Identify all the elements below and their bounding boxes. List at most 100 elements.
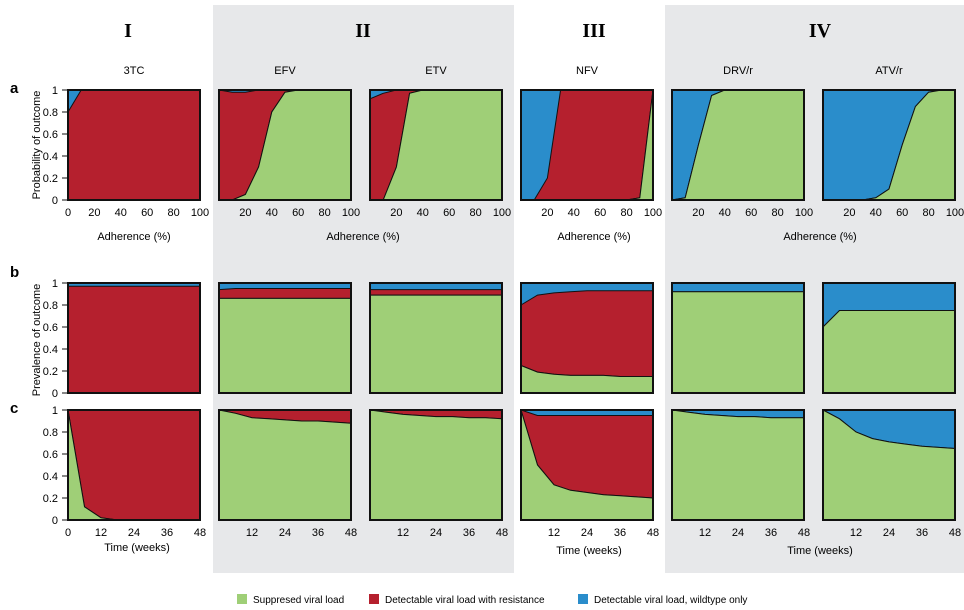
x-tick-label-time: 48 [496,527,508,539]
row-label-b: b [10,264,19,281]
y-tick-label: 0.8 [43,300,58,312]
y-tick-label: 0.6 [43,129,58,141]
x-tick-label-time: 36 [463,527,475,539]
x-tick-label-adherence: 60 [292,207,304,219]
x-tick-label-time: 12 [699,527,711,539]
drug-label-atv-r: ATV/r [875,65,903,77]
panel-b-3tc-resistance-area [67,285,201,394]
legend-label-suppressed: Suppresed viral load [253,595,344,606]
legend-swatch-resistance [369,594,379,604]
drug-label-drv-r: DRV/r [723,65,753,77]
x-tick-label-adherence: 40 [266,207,278,219]
x-tick-label-time: 12 [95,527,107,539]
x-tick-label-adherence: 60 [896,207,908,219]
x-tick-label-time: 24 [128,527,140,539]
y-axis-label-bc: Prevalence of outcome [31,284,43,397]
panel-b-etv-frame [369,282,503,394]
x-tick-label-time: 36 [312,527,324,539]
panel-c-drv-r-suppressed-area [671,409,805,521]
group-label-iii: III [582,20,606,42]
x-tick-label-adherence: 40 [870,207,882,219]
x-tick-label-adherence: 40 [568,207,580,219]
x-axis-label-adherence: Adherence (%) [97,231,170,243]
x-tick-label-adherence: 100 [644,207,662,219]
x-axis-label-adherence: Adherence (%) [557,231,630,243]
x-axis-label-adherence: Adherence (%) [783,231,856,243]
y-tick-label: 0 [52,515,58,527]
y-tick-label: 0.8 [43,427,58,439]
panel-b-efv-resistance-area [218,288,352,299]
x-tick-label-adherence: 80 [620,207,632,219]
y-axis-label-a: Probability of outcome [31,91,43,200]
x-tick-label-time: 36 [161,527,173,539]
y-tick-label: 0.2 [43,173,58,185]
x-tick-label-adherence: 60 [745,207,757,219]
x-tick-label-adherence: 0 [65,207,71,219]
x-tick-label-time: 12 [246,527,258,539]
x-tick-label-time: 24 [430,527,442,539]
y-tick-label: 0.8 [43,107,58,119]
panel-c-efv-frame [218,409,352,521]
group-label-i: I [124,20,132,42]
panel-c-atv-r-frame [822,409,956,521]
panel-b-drv-r-suppressed-area [671,291,805,394]
x-tick-label-time: 36 [916,527,928,539]
x-tick-label-adherence: 80 [167,207,179,219]
legend-label-wildtype: Detectable viral load, wildtype only [594,595,747,606]
panel-c-nfv-frame [520,409,654,521]
x-tick-label-time: 48 [798,527,810,539]
panel-c-3tc-frame [67,409,201,521]
x-axis-label-time: Time (weeks) [104,542,170,554]
panel-c-efv-suppressed-area [218,409,352,521]
panel-b-nfv-resistance-area [520,290,654,377]
x-tick-label-adherence: 100 [342,207,360,219]
x-tick-label-time: 48 [949,527,961,539]
x-tick-label-time: 12 [850,527,862,539]
row-label-c: c [10,400,18,417]
panel-b-etv-suppressed-area [369,294,503,394]
x-tick-label-adherence: 100 [493,207,511,219]
panel-b-nfv-frame [520,282,654,394]
x-tick-label-time: 36 [765,527,777,539]
x-tick-label-adherence: 20 [239,207,251,219]
x-tick-label-adherence: 80 [771,207,783,219]
drug-label-etv: ETV [425,65,447,77]
x-tick-label-adherence: 40 [719,207,731,219]
panel-c-3tc-resistance-area [67,409,201,521]
panel-a-atv-r-frame [822,89,956,201]
x-tick-label-time: 0 [65,527,71,539]
panel-b-atv-r-suppressed-area [822,310,956,394]
x-tick-label-time: 24 [279,527,291,539]
panel-b-drv-r-frame [671,282,805,394]
panel-a-efv-frame [218,89,352,201]
x-tick-label-adherence: 60 [594,207,606,219]
x-tick-label-adherence: 40 [417,207,429,219]
panel-c-drv-r-frame [671,409,805,521]
x-tick-label-adherence: 100 [191,207,209,219]
panel-b-etv-resistance-area [369,289,503,296]
panel-b-atv-r-frame [822,282,956,394]
panel-c-etv-suppressed-area [369,409,503,521]
x-tick-label-time: 48 [345,527,357,539]
drug-label-3tc: 3TC [124,65,145,77]
y-tick-label: 1 [52,278,58,290]
y-tick-label: 0.4 [43,344,58,356]
x-tick-label-adherence: 80 [469,207,481,219]
panel-b-3tc-frame [67,282,201,394]
x-tick-label-adherence: 40 [115,207,127,219]
y-tick-label: 0.2 [43,366,58,378]
panel-b-efv-frame [218,282,352,394]
group-label-ii: II [355,20,371,42]
y-tick-label: 0 [52,388,58,400]
x-tick-label-adherence: 20 [88,207,100,219]
x-tick-label-time: 36 [614,527,626,539]
group-label-iv: IV [809,20,832,42]
panel-a-drv-r-frame [671,89,805,201]
y-tick-label: 0.2 [43,493,58,505]
legend-label-resistance: Detectable viral load with resistance [385,595,545,606]
x-tick-label-time: 12 [397,527,409,539]
x-tick-label-adherence: 80 [318,207,330,219]
x-tick-label-adherence: 20 [692,207,704,219]
x-tick-label-adherence: 80 [922,207,934,219]
